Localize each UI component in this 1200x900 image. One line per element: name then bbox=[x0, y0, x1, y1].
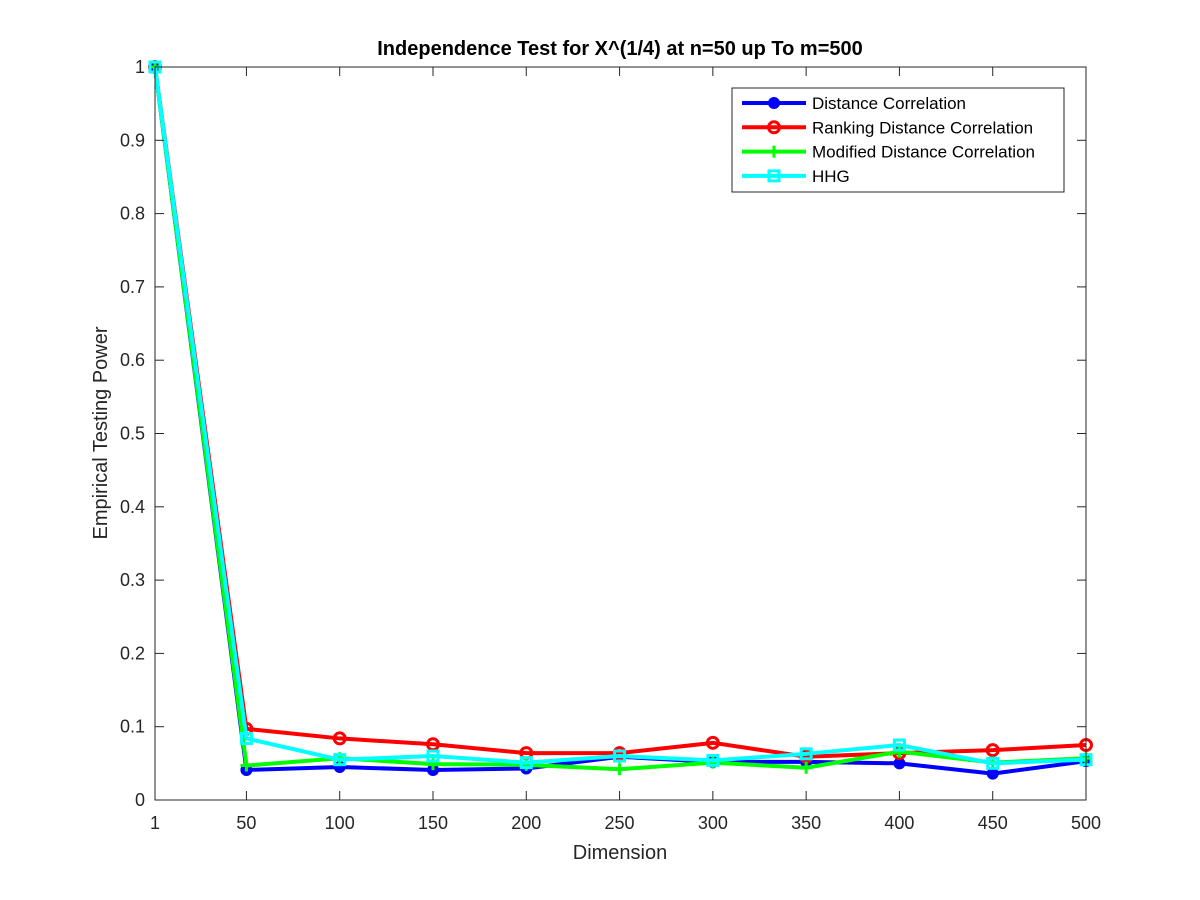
data-point bbox=[333, 753, 347, 767]
y-tick-label: 0.4 bbox=[120, 497, 145, 517]
data-point bbox=[892, 738, 906, 752]
x-tick-label: 250 bbox=[605, 813, 635, 833]
legend-label: Ranking Distance Correlation bbox=[812, 118, 1033, 137]
legend-label: HHG bbox=[812, 167, 850, 186]
x-tick-label: 400 bbox=[884, 813, 914, 833]
y-tick-label: 1 bbox=[135, 57, 145, 77]
x-tick-label: 450 bbox=[978, 813, 1008, 833]
x-tick-label: 500 bbox=[1071, 813, 1101, 833]
y-tick-label: 0.5 bbox=[120, 424, 145, 444]
x-tick-label: 350 bbox=[791, 813, 821, 833]
data-point bbox=[613, 749, 627, 763]
legend-marker bbox=[767, 169, 781, 183]
data-point bbox=[519, 756, 533, 770]
x-tick-label: 300 bbox=[698, 813, 728, 833]
legend-item-modified-distance-correlation: Modified Distance Correlation bbox=[742, 143, 1035, 162]
y-tick-label: 0.3 bbox=[120, 570, 145, 590]
data-point bbox=[800, 761, 813, 774]
x-tick-label: 100 bbox=[325, 813, 355, 833]
x-tick-label: 1 bbox=[150, 813, 160, 833]
legend-marker bbox=[768, 97, 780, 109]
data-point bbox=[705, 735, 720, 750]
data-point bbox=[426, 749, 440, 763]
data-point bbox=[613, 763, 626, 776]
y-tick-label: 0.8 bbox=[120, 204, 145, 224]
data-point bbox=[799, 747, 813, 761]
series-line bbox=[153, 66, 1087, 766]
y-axis-label: Empirical Testing Power bbox=[90, 326, 112, 539]
data-point bbox=[332, 731, 347, 746]
x-tick-label: 200 bbox=[511, 813, 541, 833]
data-point bbox=[240, 759, 253, 772]
series-hhg bbox=[148, 60, 1093, 770]
x-axis-label: Dimension bbox=[573, 842, 667, 864]
legend-marker bbox=[767, 120, 781, 135]
legend-item-distance-correlation: Distance Correlation bbox=[742, 94, 966, 113]
data-point bbox=[893, 745, 906, 758]
legend: Distance Correlation Ranking Distance Cor… bbox=[731, 87, 1065, 193]
y-tick-label: 0.9 bbox=[120, 130, 145, 150]
legend-item-hhg: HHG bbox=[742, 167, 850, 186]
y-tick-label: 0 bbox=[135, 790, 145, 810]
x-axis: 1 50 100 150 200 250 300 350 400 450 500 bbox=[150, 67, 1101, 833]
y-tick-label: 0.6 bbox=[120, 350, 145, 370]
x-tick-label: 50 bbox=[236, 813, 256, 833]
data-point bbox=[986, 767, 999, 780]
data-point bbox=[239, 731, 253, 745]
legend-item-ranking-distance-correlation: Ranking Distance Correlation bbox=[742, 118, 1033, 137]
y-axis: 0 0.1 0.2 0.3 0.4 0.5 0.6 0.7 0.8 0.9 1 bbox=[120, 57, 1086, 810]
legend-marker bbox=[768, 145, 780, 158]
legend-label: Distance Correlation bbox=[812, 94, 966, 113]
data-point bbox=[986, 756, 1000, 770]
y-tick-label: 0.2 bbox=[120, 643, 145, 663]
chart-title: Independence Test for X^(1/4) at n=50 up… bbox=[377, 38, 863, 60]
y-tick-label: 0.1 bbox=[120, 717, 145, 737]
legend-label: Modified Distance Correlation bbox=[812, 143, 1035, 162]
y-tick-label: 0.7 bbox=[120, 277, 145, 297]
series-layer bbox=[148, 60, 1093, 780]
data-point bbox=[706, 753, 720, 767]
data-point bbox=[985, 743, 1000, 758]
x-tick-label: 150 bbox=[418, 813, 448, 833]
